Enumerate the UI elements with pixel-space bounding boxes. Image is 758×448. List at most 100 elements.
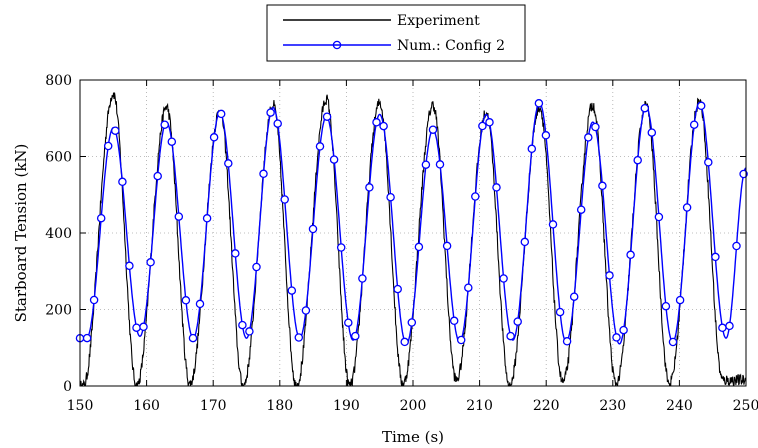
legend: Experiment Num.: Config 2 <box>266 4 526 62</box>
series-config2-marker <box>245 327 254 336</box>
series-config2-marker <box>132 323 141 332</box>
series-config2-marker <box>174 212 184 221</box>
x-tick-label: 170 <box>200 398 227 414</box>
series-config2-marker <box>358 274 367 283</box>
series-config2-marker <box>718 323 727 333</box>
x-tick-label: 250 <box>733 398 758 414</box>
series-config2-marker <box>584 133 593 142</box>
series-config2-marker <box>111 126 120 135</box>
legend-marker-config2 <box>332 40 342 50</box>
legend-box <box>266 4 526 62</box>
series-config2-marker <box>442 241 452 251</box>
series-config2-marker <box>209 133 219 142</box>
series-config2-marker <box>562 337 572 346</box>
series-config2-marker <box>485 118 494 127</box>
legend-label-experiment: Experiment <box>397 13 480 29</box>
series-config2-marker <box>393 284 402 294</box>
series-config2-marker <box>301 306 311 315</box>
y-tick-label: 0 <box>63 379 72 395</box>
x-tick-label: 190 <box>333 398 360 414</box>
series-config2-marker <box>329 155 339 164</box>
series-config2-marker <box>675 295 685 305</box>
series-config2-marker <box>654 212 664 222</box>
series-config2-marker <box>704 158 713 167</box>
series-config2-marker <box>146 258 155 267</box>
series-config2-marker <box>89 295 99 305</box>
series-config2-marker <box>456 335 466 345</box>
series-config2-marker <box>96 213 106 223</box>
x-tick-label: 210 <box>466 398 493 414</box>
series-config2-marker <box>682 203 692 212</box>
y-axis-label: Starboard Tension (kN) <box>12 144 30 323</box>
x-tick-label: 150 <box>67 398 94 414</box>
series-config2-marker <box>238 320 247 330</box>
x-tick-label: 220 <box>533 398 560 414</box>
series-config2-marker <box>555 307 565 317</box>
series-config2-marker <box>139 322 148 332</box>
series-config2-marker <box>725 321 734 331</box>
series-config2-marker <box>421 160 431 169</box>
series-config2-marker <box>689 120 699 129</box>
series-config2-marker <box>280 195 289 204</box>
series-config2-marker <box>492 183 501 192</box>
series-config2-marker <box>711 252 720 262</box>
series-config2-marker <box>626 250 635 260</box>
series-config2-marker <box>478 121 487 131</box>
series-config2-marker <box>160 120 169 129</box>
series-layer <box>75 92 748 387</box>
series-config2-marker <box>82 333 92 343</box>
series-config2-marker <box>153 171 162 181</box>
series-config2-marker <box>365 183 374 192</box>
series-config2-marker <box>598 181 607 191</box>
series-config2-marker <box>640 103 650 113</box>
legend-label-config2: Num.: Config 2 <box>397 38 505 54</box>
series-config2-marker <box>386 192 395 202</box>
x-tick-label: 180 <box>266 398 293 414</box>
series-config2-marker <box>591 122 600 132</box>
series-config2-marker <box>167 137 177 146</box>
series-config2-marker <box>266 108 275 117</box>
series-config2-marker <box>273 119 282 128</box>
series-config2-marker <box>315 142 325 151</box>
series-config2-marker <box>661 301 671 311</box>
y-tick-label: 200 <box>45 303 72 319</box>
x-tick-label: 200 <box>400 398 427 414</box>
series-config2-marker <box>520 237 530 247</box>
series-config2-marker <box>506 331 515 341</box>
series-config2-marker <box>118 177 127 187</box>
series-config2-marker <box>513 317 522 326</box>
series-config2-marker <box>202 214 212 223</box>
series-config2-marker <box>336 243 346 252</box>
series-config2-marker <box>569 292 579 301</box>
series-config2-marker <box>612 333 621 342</box>
y-tick-label: 600 <box>45 150 72 166</box>
series-config2-marker <box>414 242 424 252</box>
series-config2-marker <box>195 299 205 309</box>
x-axis-label: Time (s) <box>382 428 444 446</box>
series-config2-marker <box>125 261 134 271</box>
x-tick-label: 240 <box>666 398 693 414</box>
series-config2-marker <box>308 224 318 234</box>
series-config2-marker <box>739 169 748 179</box>
series-config2-marker <box>534 99 544 108</box>
series-config2-marker <box>351 331 360 341</box>
series-config2-marker <box>400 337 409 347</box>
series-config2-marker <box>499 274 508 283</box>
series-config2-marker <box>471 192 480 201</box>
series-config2-marker <box>633 155 642 165</box>
series-config2-marker <box>435 160 445 169</box>
series-config2-marker <box>231 249 240 258</box>
series-config2-marker <box>372 118 381 127</box>
series-config2-marker <box>428 125 438 134</box>
series-config2-marker <box>294 333 304 342</box>
series-config2-marker <box>464 283 473 292</box>
y-tick-label: 800 <box>45 73 72 89</box>
series-config2-marker <box>322 112 332 121</box>
series-config2-marker <box>224 159 233 168</box>
series-config2-marker <box>259 169 268 179</box>
series-config2-marker <box>732 241 741 251</box>
x-tick-label: 160 <box>133 398 160 414</box>
x-tick-label: 230 <box>599 398 626 414</box>
